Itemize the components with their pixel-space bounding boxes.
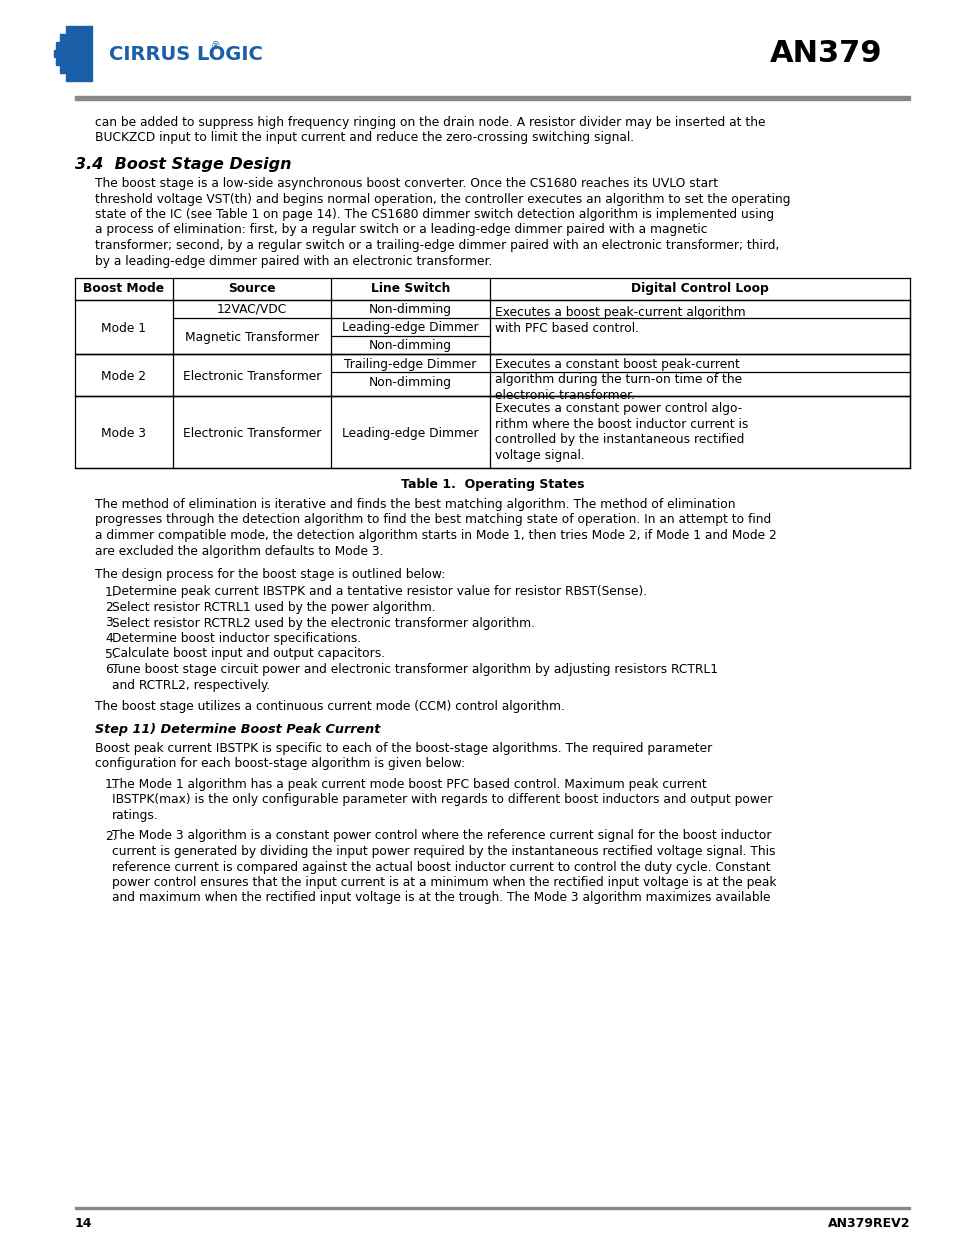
Text: progresses through the detection algorithm to find the best matching state of op: progresses through the detection algorit…	[95, 514, 770, 526]
Text: can be added to suppress high frequency ringing on the drain node. A resistor di: can be added to suppress high frequency …	[95, 116, 764, 128]
Text: Determine peak current IBSTPK and a tentative resistor value for resistor RBST(S: Determine peak current IBSTPK and a tent…	[112, 585, 646, 599]
Bar	[75, 96, 909, 100]
Text: controlled by the instantaneous rectified: controlled by the instantaneous rectifie…	[495, 433, 743, 446]
Text: Line Switch: Line Switch	[371, 282, 450, 295]
Text: The Mode 3 algorithm is a constant power control where the reference current sig: The Mode 3 algorithm is a constant power…	[112, 830, 771, 842]
Text: Executes a boost peak-current algorithm: Executes a boost peak-current algorithm	[495, 306, 745, 319]
Bar	[60, 35, 91, 41]
Text: current is generated by dividing the input power required by the instantaneous r: current is generated by dividing the inp…	[112, 845, 775, 858]
Text: Leading-edge Dimmer: Leading-edge Dimmer	[342, 427, 478, 440]
Text: Leading-edge Dimmer: Leading-edge Dimmer	[342, 321, 478, 333]
Text: Select resistor RCTRL2 used by the electronic transformer algorithm.: Select resistor RCTRL2 used by the elect…	[112, 616, 535, 630]
Text: a process of elimination: first, by a regular switch or a leading-edge dimmer pa: a process of elimination: first, by a re…	[95, 224, 707, 236]
Text: by a leading-edge dimmer paired with an electronic transformer.: by a leading-edge dimmer paired with an …	[95, 254, 492, 268]
Text: Executes a constant power control algo-: Executes a constant power control algo-	[495, 403, 741, 415]
Text: 1.: 1.	[105, 778, 116, 790]
Text: state of the IC (see Table 1 on page 14). The CS1680 dimmer switch detection alg: state of the IC (see Table 1 on page 14)…	[95, 207, 773, 221]
Text: Digital Control Loop: Digital Control Loop	[631, 282, 768, 295]
Text: configuration for each boost-stage algorithm is given below:: configuration for each boost-stage algor…	[95, 757, 464, 771]
Text: Mode 1: Mode 1	[101, 322, 146, 335]
Text: transformer; second, by a regular switch or a trailing-edge dimmer paired with a: transformer; second, by a regular switch…	[95, 240, 779, 252]
Text: Source: Source	[228, 282, 275, 295]
Text: Non-dimming: Non-dimming	[369, 303, 452, 316]
Bar	[75, 396, 909, 468]
Text: Magnetic Transformer: Magnetic Transformer	[185, 331, 318, 345]
Text: a dimmer compatible mode, the detection algorithm starts in Mode 1, then tries M: a dimmer compatible mode, the detection …	[95, 529, 776, 542]
Text: The Mode 1 algorithm has a peak current mode boost PFC based control. Maximum pe: The Mode 1 algorithm has a peak current …	[112, 778, 706, 790]
Bar	[56, 58, 91, 65]
Text: 12VAC/VDC: 12VAC/VDC	[216, 303, 287, 316]
Text: Table 1.  Operating States: Table 1. Operating States	[400, 478, 583, 492]
Bar	[56, 42, 91, 49]
Text: Boost Mode: Boost Mode	[83, 282, 164, 295]
Text: rithm where the boost inductor current is: rithm where the boost inductor current i…	[495, 417, 747, 431]
Text: Determine boost inductor specifications.: Determine boost inductor specifications.	[112, 632, 361, 645]
Text: and RCTRL2, respectively.: and RCTRL2, respectively.	[112, 678, 270, 692]
Text: Calculate boost input and output capacitors.: Calculate boost input and output capacit…	[112, 647, 385, 661]
Text: The method of elimination is iterative and finds the best matching algorithm. Th: The method of elimination is iterative a…	[95, 498, 735, 511]
Text: threshold voltage VST(th) and begins normal operation, the controller executes a: threshold voltage VST(th) and begins nor…	[95, 193, 790, 205]
Text: 5.: 5.	[105, 647, 116, 661]
Text: ®: ®	[211, 41, 220, 51]
Text: Boost peak current IBSTPK is specific to each of the boost-stage algorithms. The: Boost peak current IBSTPK is specific to…	[95, 742, 712, 755]
Text: 3.: 3.	[105, 616, 116, 630]
Text: with PFC based control.: with PFC based control.	[495, 321, 639, 335]
Bar	[54, 49, 91, 57]
Bar	[75, 354, 909, 396]
Text: Tune boost stage circuit power and electronic transformer algorithm by adjusting: Tune boost stage circuit power and elect…	[112, 663, 718, 676]
Text: Electronic Transformer: Electronic Transformer	[183, 427, 321, 440]
Bar	[75, 300, 909, 354]
Bar	[60, 65, 91, 73]
Text: Executes a constant boost peak-current: Executes a constant boost peak-current	[495, 358, 740, 370]
Text: 14: 14	[75, 1216, 92, 1230]
Text: AN379REV2: AN379REV2	[826, 1216, 909, 1230]
Text: BUCKZCD input to limit the input current and reduce the zero-crossing switching : BUCKZCD input to limit the input current…	[95, 131, 634, 144]
Text: CIRRUS LOGIC: CIRRUS LOGIC	[109, 44, 263, 63]
Text: Trailing-edge Dimmer: Trailing-edge Dimmer	[344, 358, 476, 370]
Text: Select resistor RCTRL1 used by the power algorithm.: Select resistor RCTRL1 used by the power…	[112, 601, 436, 614]
Text: electronic transformer.: electronic transformer.	[495, 389, 635, 403]
Bar	[66, 26, 91, 33]
Text: Non-dimming: Non-dimming	[369, 338, 452, 352]
Text: AN379: AN379	[768, 40, 882, 68]
Text: voltage signal.: voltage signal.	[495, 448, 584, 462]
Text: reference current is compared against the actual boost inductor current to contr: reference current is compared against th…	[112, 861, 770, 873]
Text: Step 11) Determine Boost Peak Current: Step 11) Determine Boost Peak Current	[95, 724, 380, 736]
Bar	[66, 74, 91, 82]
Text: 2.: 2.	[105, 601, 116, 614]
Text: 1.: 1.	[105, 585, 116, 599]
Text: Mode 3: Mode 3	[101, 427, 146, 440]
Bar	[75, 1207, 909, 1209]
Text: The design process for the boost stage is outlined below:: The design process for the boost stage i…	[95, 568, 445, 580]
Text: 6.: 6.	[105, 663, 116, 676]
Text: are excluded the algorithm defaults to Mode 3.: are excluded the algorithm defaults to M…	[95, 545, 383, 557]
Text: The boost stage is a low-side asynchronous boost converter. Once the CS1680 reac: The boost stage is a low-side asynchrono…	[95, 177, 718, 190]
Text: The boost stage utilizes a continuous current mode (CCM) control algorithm.: The boost stage utilizes a continuous cu…	[95, 700, 564, 713]
Text: 3.4  Boost Stage Design: 3.4 Boost Stage Design	[75, 157, 292, 172]
Text: 4.: 4.	[105, 632, 116, 645]
Text: Electronic Transformer: Electronic Transformer	[183, 370, 321, 383]
Text: Non-dimming: Non-dimming	[369, 375, 452, 389]
Text: IBSTPK(max) is the only configurable parameter with regards to different boost i: IBSTPK(max) is the only configurable par…	[112, 794, 772, 806]
Text: ratings.: ratings.	[112, 809, 158, 823]
Text: algorithm during the turn-on time of the: algorithm during the turn-on time of the	[495, 373, 741, 387]
Text: Mode 2: Mode 2	[101, 370, 146, 383]
Text: and maximum when the rectified input voltage is at the trough. The Mode 3 algori: and maximum when the rectified input vol…	[112, 892, 770, 904]
Text: power control ensures that the input current is at a minimum when the rectified : power control ensures that the input cur…	[112, 876, 776, 889]
Text: 2.: 2.	[105, 830, 116, 842]
